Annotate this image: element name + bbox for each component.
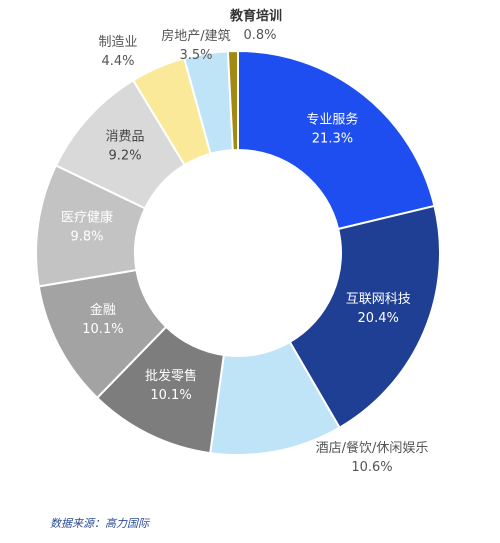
slice-value-label-1: 20.4%: [358, 311, 399, 326]
slice-name-label-2: 酒店/餐饮/休闲娱乐: [316, 440, 429, 456]
slice-name-label-5: 医疗健康: [61, 210, 113, 226]
slice-name-label-9: 教育培训: [229, 8, 282, 24]
slice-value-label-0: 21.3%: [312, 131, 353, 146]
donut-slice-1: [288, 204, 441, 429]
slice-name-label-6: 消费品: [106, 130, 145, 145]
slice-value-label-5: 9.8%: [70, 230, 103, 245]
slice-value-label-3: 10.1%: [150, 388, 191, 403]
slice-value-label-6: 9.2%: [109, 149, 142, 164]
slice-name-label-3: 批发零售: [145, 368, 197, 384]
slice-name-label-1: 互联网科技: [346, 292, 411, 307]
source-note: 数据来源：高力国际: [50, 517, 149, 530]
slice-name-label-7: 制造业: [98, 35, 137, 50]
slice-name-label-4: 金融: [90, 302, 116, 318]
slice-value-label-7: 4.4%: [101, 54, 134, 69]
slice-name-label-8: 房地产/建筑: [161, 28, 230, 44]
donut-slice-9: [226, 50, 239, 152]
slice-name-label-0: 专业服务: [306, 111, 358, 127]
donut-slice-0: [237, 50, 436, 231]
slice-value-label-8: 3.5%: [179, 48, 212, 63]
slice-value-label-4: 10.1%: [82, 322, 123, 337]
slice-value-label-9: 0.8%: [243, 28, 276, 43]
slice-value-label-2: 10.6%: [351, 460, 392, 475]
